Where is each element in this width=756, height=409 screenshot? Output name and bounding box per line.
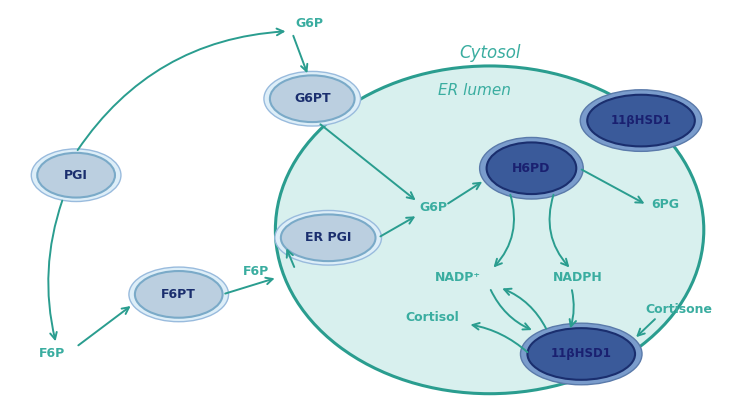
- Ellipse shape: [487, 142, 576, 194]
- Text: Cortisone: Cortisone: [646, 303, 712, 316]
- Ellipse shape: [264, 72, 361, 126]
- Text: G6P: G6P: [420, 202, 448, 214]
- Text: G6PT: G6PT: [294, 92, 330, 105]
- Text: F6P: F6P: [243, 265, 268, 278]
- Text: 11βHSD1: 11βHSD1: [551, 348, 612, 360]
- Text: PGI: PGI: [64, 169, 88, 182]
- Text: ER PGI: ER PGI: [305, 231, 352, 244]
- Text: Cortisol: Cortisol: [405, 311, 459, 324]
- Ellipse shape: [31, 149, 121, 202]
- Text: Cytosol: Cytosol: [459, 44, 520, 62]
- Text: 11βHSD1: 11βHSD1: [611, 114, 671, 127]
- Ellipse shape: [275, 211, 382, 265]
- Ellipse shape: [275, 66, 704, 394]
- Ellipse shape: [581, 90, 702, 151]
- Ellipse shape: [37, 153, 115, 198]
- Text: ER lumen: ER lumen: [438, 83, 511, 98]
- Text: NADP⁺: NADP⁺: [435, 271, 481, 284]
- Text: G6P: G6P: [296, 17, 324, 30]
- Ellipse shape: [281, 214, 376, 261]
- Text: 6PG: 6PG: [651, 198, 679, 211]
- Text: F6P: F6P: [39, 348, 66, 360]
- Ellipse shape: [135, 271, 222, 318]
- Text: F6PT: F6PT: [161, 288, 196, 301]
- Text: H6PD: H6PD: [513, 162, 550, 175]
- Ellipse shape: [129, 267, 228, 322]
- Ellipse shape: [479, 137, 583, 199]
- Ellipse shape: [587, 95, 695, 146]
- Ellipse shape: [520, 323, 642, 385]
- Ellipse shape: [270, 75, 355, 122]
- Ellipse shape: [528, 328, 635, 380]
- Text: NADPH: NADPH: [553, 271, 602, 284]
